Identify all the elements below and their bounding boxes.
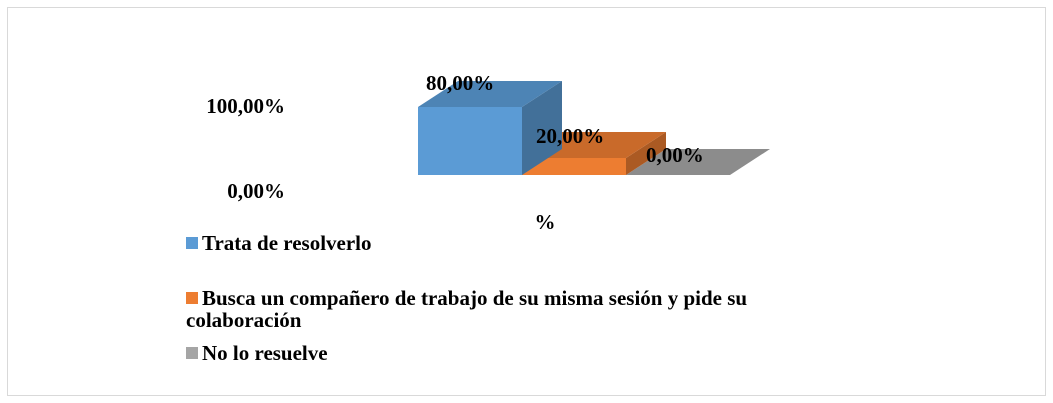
bar: [522, 158, 626, 175]
legend-swatch: [186, 237, 198, 249]
bar: [418, 107, 522, 175]
y-tick-label: 0,00%: [227, 179, 285, 203]
legend-swatch: [186, 292, 198, 304]
bar-side: [522, 81, 562, 175]
data-label: 80,00%: [426, 71, 494, 95]
data-label: 0,00%: [646, 143, 704, 167]
legend-label: Busca un compañero de trabajo de su mism…: [186, 286, 748, 332]
legend-item: No lo resuelve: [186, 342, 836, 364]
data-label: 20,00%: [536, 124, 604, 148]
bar-top: [626, 149, 770, 175]
bar-top: [418, 81, 562, 107]
bar-side: [626, 132, 666, 175]
legend-label: Trata de resolverlo: [202, 231, 372, 255]
legend-swatch: [186, 347, 198, 359]
chart-border: [7, 7, 1046, 396]
legend-label: No lo resuelve: [202, 341, 328, 365]
legend-item: Busca un compañero de trabajo de su mism…: [186, 287, 836, 331]
x-tick-label: %: [535, 210, 556, 234]
legend-item: Trata de resolverlo: [186, 232, 836, 254]
y-tick-label: 100,00%: [206, 94, 285, 118]
